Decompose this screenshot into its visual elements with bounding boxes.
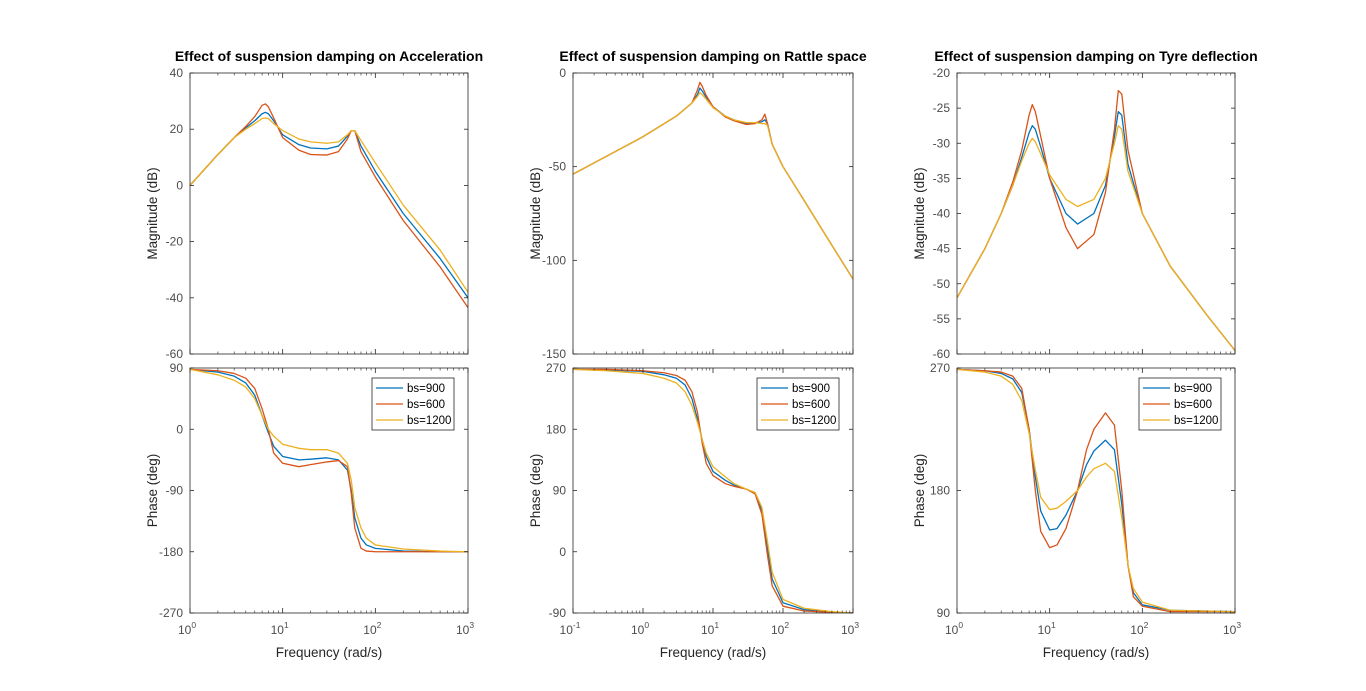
y-tick-label: -90 — [549, 606, 567, 620]
y-tick-label: -20 — [166, 235, 184, 249]
legend-box — [371, 377, 455, 431]
y-axis-label: Phase (deg) — [145, 454, 160, 528]
series-line-bs-600 — [957, 368, 1235, 613]
series-line-bs-600 — [957, 89, 1235, 351]
series-line-bs-900 — [573, 368, 853, 613]
y-tick-label: 40 — [170, 66, 184, 80]
x-tick-label: 101 — [701, 620, 719, 637]
legend-entry-label: bs=900 — [407, 383, 445, 395]
panel-title: Effect of suspension damping on Tyre def… — [934, 48, 1257, 64]
x-tick-label: 100 — [178, 620, 196, 637]
y-tick-label: 90 — [553, 484, 567, 498]
panel-3-magnitude-axes: -60 -55 -50 -45 -40 -35 -30 -25 -20 Magnitude (dB… — [912, 66, 1236, 361]
panel-title: Effect of suspension damping on Accelera… — [175, 48, 483, 64]
y-tick-label: -50 — [549, 160, 567, 174]
y-tick-label: -50 — [933, 277, 951, 291]
series-line-bs-600 — [190, 103, 468, 308]
legend-entry-label: bs=600 — [1174, 399, 1212, 411]
y-axis-label: Magnitude (dB) — [912, 167, 927, 259]
x-tick-label: 100 — [945, 620, 963, 637]
panel-2-phase-axes: -90 0 90 180 270 10-1 100 101 102 103 Frequency (r… — [528, 361, 859, 660]
panel-1-magnitude-axes: -60 -40 -20 0 20 40 Magnitude (dB) — [145, 66, 469, 361]
y-tick-label: 0 — [559, 66, 566, 80]
y-tick-label: 0 — [559, 545, 566, 559]
x-tick-label: 102 — [363, 620, 381, 637]
y-tick-label: 0 — [176, 178, 183, 192]
x-tick-label: 100 — [631, 620, 649, 637]
y-tick-label: -180 — [159, 545, 183, 559]
y-axis-label: Phase (deg) — [912, 454, 927, 528]
series-lines — [573, 81, 853, 280]
y-tick-label: -35 — [933, 171, 951, 185]
x-axis-label: Frequency (rad/s) — [1043, 645, 1150, 660]
y-tick-label: 270 — [930, 361, 950, 375]
y-tick-label: -150 — [542, 347, 566, 361]
y-axis-label: Magnitude (dB) — [145, 167, 160, 259]
y-tick-label: -45 — [933, 242, 951, 256]
x-axis-label: Frequency (rad/s) — [276, 645, 383, 660]
series-lines — [957, 89, 1235, 351]
y-tick-label: -90 — [166, 484, 184, 498]
series-line-bs-600 — [573, 368, 853, 613]
panel-title: Effect of suspension damping on Rattle s… — [559, 48, 866, 64]
x-tick-label: 103 — [1223, 620, 1241, 637]
x-tick-label: 10-1 — [560, 620, 581, 637]
series-line-bs-600 — [190, 368, 468, 553]
legend-entry-label: bs=1200 — [407, 415, 451, 427]
legend: bs=900 bs=600 bs=1200 — [756, 377, 840, 431]
panel-2-magnitude-axes: -150 -100 -50 0 Magnitude (dB) — [528, 66, 854, 361]
series-line-bs-1200 — [957, 368, 1235, 613]
series-line-bs-900 — [190, 368, 468, 553]
legend: bs=900 bs=600 bs=1200 — [1138, 377, 1222, 431]
y-tick-label: 270 — [546, 361, 566, 375]
y-axis-label: Magnitude (dB) — [528, 167, 543, 259]
y-tick-label: 180 — [546, 422, 566, 436]
y-tick-label: -60 — [933, 347, 951, 361]
series-line-bs-1200 — [957, 125, 1235, 351]
x-tick-label: 101 — [271, 620, 289, 637]
y-tick-label: 90 — [937, 606, 951, 620]
y-tick-label: -60 — [166, 347, 184, 361]
y-tick-label: 90 — [170, 361, 184, 375]
panel-3-phase-axes: 90 180 270 100 101 102 103 Frequency (rad/s) Pha… — [912, 361, 1241, 660]
x-tick-label: 101 — [1038, 620, 1056, 637]
y-tick-label: -40 — [933, 207, 951, 221]
x-tick-label: 102 — [771, 620, 789, 637]
series-line-bs-1200 — [573, 92, 853, 280]
series-line-bs-900 — [190, 111, 468, 299]
x-axis-label: Frequency (rad/s) — [660, 645, 767, 660]
x-tick-label: 103 — [841, 620, 859, 637]
legend-entry-label: bs=1200 — [1174, 415, 1218, 427]
y-tick-label: -270 — [159, 606, 183, 620]
x-tick-label: 102 — [1130, 620, 1148, 637]
y-tick-label: 180 — [930, 484, 950, 498]
series-lines — [573, 368, 853, 613]
series-lines — [957, 368, 1235, 613]
legend-entry-label: bs=600 — [792, 399, 830, 411]
y-tick-label: -100 — [542, 253, 566, 267]
y-axis-label: Phase (deg) — [528, 454, 543, 528]
legend-entry-label: bs=900 — [1174, 383, 1212, 395]
legend-entry-label: bs=1200 — [792, 415, 836, 427]
legend-entry-label: bs=600 — [407, 399, 445, 411]
axes-box — [189, 72, 469, 355]
y-tick-label: -55 — [933, 312, 951, 326]
panel-1-phase-axes: -270 -180 -90 0 90 100 101 102 103 Frequency (rad… — [145, 361, 474, 660]
y-tick-label: -40 — [166, 291, 184, 305]
legend: bs=900 bs=600 bs=1200 — [371, 377, 455, 431]
series-line-bs-1200 — [573, 368, 853, 613]
series-lines — [190, 103, 468, 308]
y-tick-label: 0 — [176, 422, 183, 436]
series-line-bs-1200 — [190, 368, 468, 553]
y-tick-label: -30 — [933, 136, 951, 150]
y-tick-label: 20 — [170, 122, 184, 136]
y-tick-label: -20 — [933, 66, 951, 80]
series-line-bs-1200 — [190, 117, 468, 293]
series-lines — [190, 368, 468, 553]
x-tick-label: 103 — [456, 620, 474, 637]
y-tick-label: -25 — [933, 101, 951, 115]
legend-entry-label: bs=900 — [792, 383, 830, 395]
